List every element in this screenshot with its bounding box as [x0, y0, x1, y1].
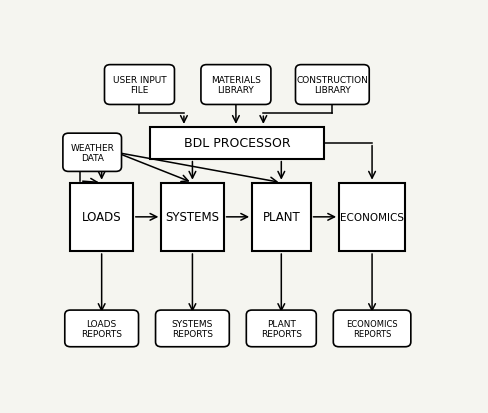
- FancyBboxPatch shape: [156, 310, 229, 347]
- Text: CONSTRUCTION
LIBRARY: CONSTRUCTION LIBRARY: [296, 76, 368, 95]
- Text: ECONOMICS
REPORTS: ECONOMICS REPORTS: [346, 319, 398, 338]
- Bar: [150, 128, 324, 159]
- Text: SYSTEMS: SYSTEMS: [165, 211, 220, 224]
- FancyBboxPatch shape: [104, 66, 175, 105]
- FancyBboxPatch shape: [246, 310, 316, 347]
- Text: SYSTEMS
REPORTS: SYSTEMS REPORTS: [172, 319, 213, 338]
- Text: USER INPUT
FILE: USER INPUT FILE: [113, 76, 166, 95]
- Bar: [339, 183, 405, 252]
- Text: WEATHER
DATA: WEATHER DATA: [70, 143, 114, 163]
- Text: BDL PROCESSOR: BDL PROCESSOR: [183, 137, 290, 150]
- Bar: [161, 183, 224, 252]
- Text: PLANT
REPORTS: PLANT REPORTS: [261, 319, 302, 338]
- FancyBboxPatch shape: [65, 310, 139, 347]
- Text: MATERIALS
LIBRARY: MATERIALS LIBRARY: [211, 76, 261, 95]
- FancyBboxPatch shape: [333, 310, 411, 347]
- FancyBboxPatch shape: [63, 134, 122, 172]
- FancyBboxPatch shape: [201, 66, 271, 105]
- Text: LOADS
REPORTS: LOADS REPORTS: [81, 319, 122, 338]
- Bar: [252, 183, 310, 252]
- Text: PLANT: PLANT: [263, 211, 300, 224]
- FancyBboxPatch shape: [296, 66, 369, 105]
- Text: ECONOMICS: ECONOMICS: [340, 212, 404, 222]
- Text: LOADS: LOADS: [82, 211, 122, 224]
- Bar: [70, 183, 133, 252]
